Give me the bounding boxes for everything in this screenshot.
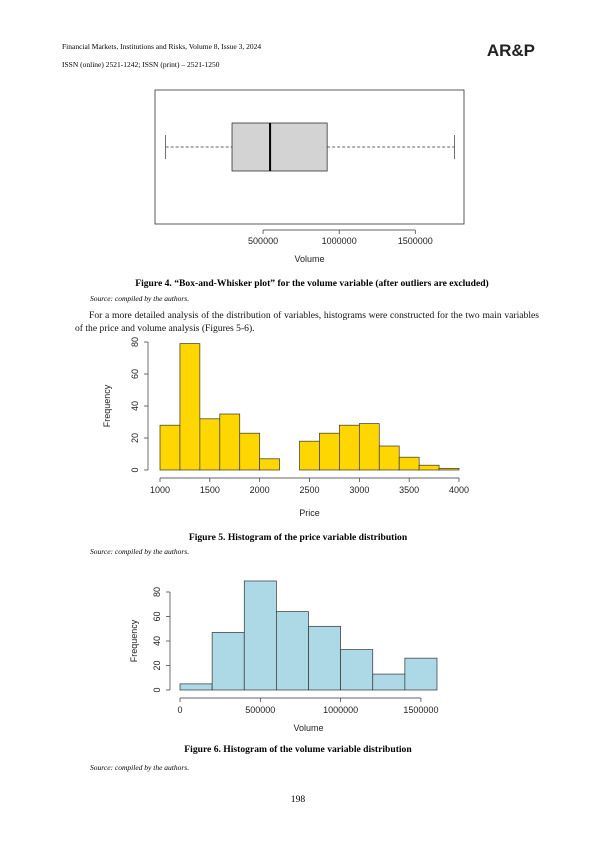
bar <box>179 343 201 471</box>
page-number: 198 <box>291 794 306 805</box>
x-tick-label: 1000 <box>150 485 170 495</box>
bar <box>372 673 406 691</box>
bar <box>299 440 320 471</box>
bar <box>438 468 460 471</box>
caption: Figure 4. “Box-and-Whisker plot” for the… <box>135 278 489 289</box>
x-tick-label: 1500000 <box>403 705 438 715</box>
bar <box>243 580 277 691</box>
x-tick-label: 4000 <box>449 485 469 495</box>
bar <box>404 657 438 691</box>
bar <box>319 432 340 471</box>
x-tick-label: 500000 <box>245 705 275 715</box>
bar <box>239 432 261 471</box>
y-axis-label: Frequency <box>102 384 112 427</box>
source: Source: compiled by the authors. <box>90 294 189 303</box>
bar <box>199 418 221 471</box>
journal: Financial Markets, Institutions and Risk… <box>62 42 261 51</box>
paragraph: For a more detailed analysis of the dist… <box>75 310 539 334</box>
x-tick-label: 2500 <box>299 485 319 495</box>
y-tick-label: 40 <box>130 401 140 411</box>
x-tick-label: 2000 <box>250 485 270 495</box>
source: Source: compiled by the authors. <box>90 547 189 556</box>
box <box>231 122 328 172</box>
bar <box>219 413 241 471</box>
y-tick-label: 20 <box>152 660 162 670</box>
y-tick-label: 40 <box>152 636 162 646</box>
bar <box>211 632 245 691</box>
bar <box>339 424 360 471</box>
bar <box>378 445 400 471</box>
caption: Figure 6. Histogram of the volume variab… <box>184 744 412 755</box>
bar <box>276 611 309 691</box>
x-tick-label: 500000 <box>248 236 278 246</box>
bar <box>418 464 440 471</box>
x-tick-label: 0 <box>177 705 182 715</box>
x-tick-label: 1500000 <box>398 236 433 246</box>
issn: ISSN (online) 2521-1242; ISSN (print) – … <box>62 60 220 69</box>
x-tick-label: 3000 <box>349 485 369 495</box>
x-axis-label: Price <box>299 508 320 518</box>
x-tick-label: 1000000 <box>323 705 358 715</box>
bar <box>340 649 374 691</box>
plot-frame <box>154 89 465 225</box>
x-tick-label: 1500 <box>200 485 220 495</box>
y-tick-label: 20 <box>130 433 140 443</box>
bar <box>358 423 380 471</box>
y-axis-label: Frequency <box>129 619 139 662</box>
y-tick-label: 0 <box>130 467 140 472</box>
bar <box>179 683 213 691</box>
x-tick-label: 1000000 <box>322 236 357 246</box>
y-tick-label: 0 <box>152 687 162 692</box>
bar <box>308 625 341 691</box>
y-tick-label: 60 <box>152 611 162 621</box>
caption: Figure 5. Histogram of the price variabl… <box>189 532 408 543</box>
x-axis-label: Volume <box>294 254 324 264</box>
bar <box>159 424 181 471</box>
bar <box>398 456 420 471</box>
x-tick-label: 3500 <box>399 485 419 495</box>
y-tick-label: 80 <box>130 337 140 347</box>
bar <box>259 458 280 471</box>
x-axis-label: Volume <box>293 723 323 733</box>
y-tick-label: 60 <box>130 369 140 379</box>
y-tick-label: 80 <box>152 587 162 597</box>
logo: AR&P <box>487 41 535 60</box>
source: Source: compiled by the authors. <box>90 763 189 772</box>
